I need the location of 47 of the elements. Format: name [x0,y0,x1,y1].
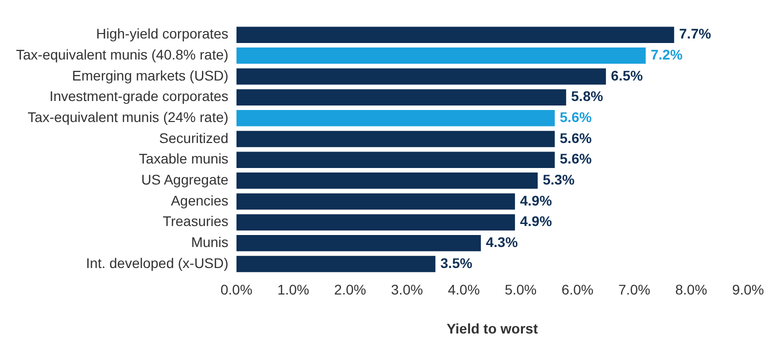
bar [236,152,555,168]
data-label: 4.9% [520,192,552,208]
y-tick-label: US Aggregate [141,172,229,188]
y-tick-label: Treasuries [162,213,228,230]
y-tick-label: Agencies [170,192,228,208]
x-axis-title: Yield to worst [446,320,538,336]
data-label: 5.6% [560,150,592,167]
bar [236,214,515,230]
data-label: 4.9% [520,213,552,230]
x-tick-label: 0.0% [220,282,252,298]
y-tick-label: Securitized [159,130,228,146]
bar [236,68,606,85]
bar [236,256,436,272]
x-tick-label: 4.0% [448,282,480,298]
bar [236,235,481,252]
x-tick-label: 2.0% [334,282,366,298]
y-tick-label: Tax-equivalent munis (40.8% rate) [16,46,228,63]
bar [236,110,555,126]
x-tick-label: 8.0% [675,282,708,298]
x-tick-label: 5.0% [504,282,537,298]
x-tick-label: 1.0% [277,282,310,298]
y-tick-label: Emerging markets (USD) [72,67,228,84]
bar [236,48,646,64]
data-label: 7.7% [679,26,712,42]
data-label: 5.8% [571,88,604,104]
bar [236,193,515,210]
x-tick-label: 3.0% [391,282,423,298]
y-tick-label: Int. developed (x-USD) [86,254,228,271]
bar [236,172,538,189]
y-tick-label: High-yield corporates [96,26,228,42]
data-label: 6.5% [610,67,644,84]
data-label: 4.3% [486,234,518,250]
x-tick-label: 6.0% [562,282,594,298]
y-tick-label: Investment-grade corporates [49,88,228,104]
data-label: 5.6% [560,109,592,126]
y-tick-label: Tax-equivalent munis (24% rate) [28,109,228,126]
data-label: 5.3% [542,172,576,188]
x-tick-label: 7.0% [618,282,650,298]
bar [236,130,555,148]
data-label: 5.6% [560,130,592,146]
data-label: 3.5% [440,254,473,271]
bar [236,89,566,106]
data-label: 7.2% [650,46,684,63]
y-tick-label: Taxable munis [138,150,228,167]
x-tick-label: 9.0% [732,282,764,298]
bar [236,26,674,43]
y-tick-label: Munis [191,234,228,250]
